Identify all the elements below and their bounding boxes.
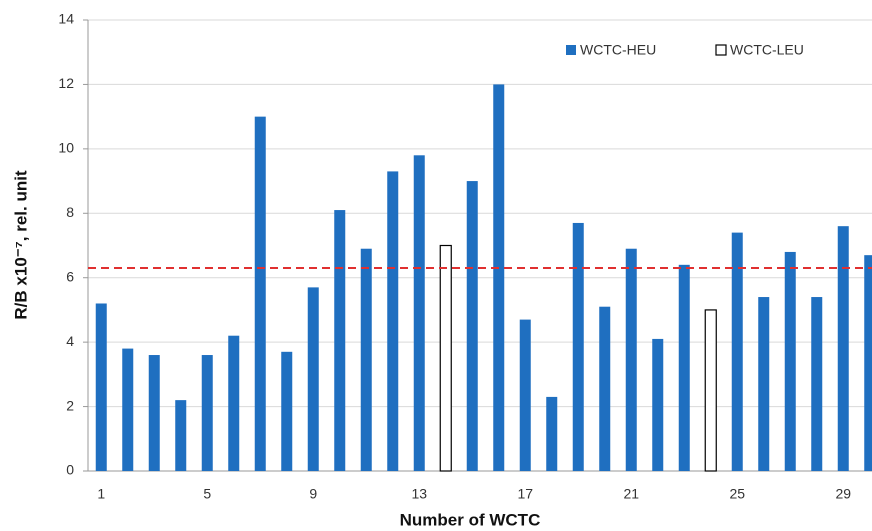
bar	[254, 116, 266, 472]
y-tick-label: 10	[58, 140, 74, 156]
bar	[599, 306, 611, 471]
bar	[678, 264, 690, 471]
y-tick-label: 12	[58, 75, 74, 91]
bar	[704, 309, 717, 472]
x-tick-label: 9	[309, 486, 317, 502]
y-tick-label: 6	[66, 268, 74, 284]
bar	[360, 248, 372, 471]
bar	[175, 400, 187, 471]
bar	[519, 319, 531, 471]
legend-label: WCTC-LEU	[730, 42, 804, 58]
bar	[122, 348, 134, 471]
bar	[148, 355, 160, 471]
bar	[439, 244, 452, 472]
bar	[837, 226, 849, 471]
bar	[731, 232, 743, 471]
legend-swatch	[715, 44, 727, 56]
x-tick-label: 17	[517, 486, 533, 502]
bar	[572, 222, 584, 471]
bar	[413, 155, 425, 472]
y-tick-label: 0	[66, 462, 74, 478]
bar	[784, 251, 796, 471]
bar	[307, 287, 319, 471]
bar	[201, 355, 213, 471]
bar	[864, 255, 872, 471]
x-tick-label: 25	[729, 486, 745, 502]
x-tick-label: 21	[623, 486, 639, 502]
bar	[811, 297, 823, 471]
x-tick-label: 29	[835, 486, 851, 502]
y-tick-label: 14	[58, 11, 74, 27]
bar	[625, 248, 637, 471]
bar	[228, 335, 240, 471]
y-axis-label: R/B x10⁻⁷, rel. unit	[11, 170, 30, 320]
bar	[493, 84, 505, 471]
x-axis-label: Number of WCTC	[400, 510, 541, 529]
x-tick-label: 5	[203, 486, 211, 502]
bar	[758, 297, 770, 471]
legend-label: WCTC-HEU	[580, 42, 656, 58]
bar	[334, 210, 346, 472]
bar	[387, 171, 399, 471]
x-tick-label: 1	[97, 486, 105, 502]
bar	[95, 303, 107, 471]
bar	[652, 338, 664, 471]
y-tick-label: 8	[66, 204, 74, 220]
bar	[281, 351, 293, 471]
y-tick-label: 2	[66, 397, 74, 413]
x-tick-label: 13	[411, 486, 427, 502]
y-tick-label: 4	[66, 333, 74, 349]
bar	[466, 181, 478, 472]
bar	[546, 396, 558, 471]
legend-swatch	[566, 45, 576, 55]
